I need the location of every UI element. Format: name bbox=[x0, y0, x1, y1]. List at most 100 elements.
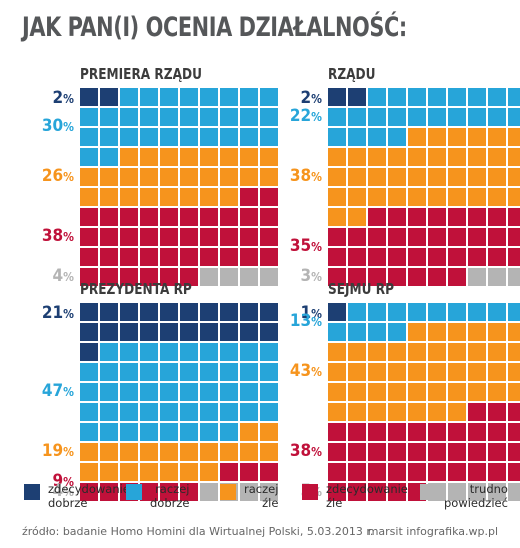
waffle-cell bbox=[240, 303, 258, 321]
waffle-cell bbox=[160, 383, 178, 401]
waffle-cell bbox=[140, 268, 158, 286]
waffle-cell bbox=[448, 343, 466, 361]
panel-premier: PREMIERA RZĄDU 2% 30% 26% 38% 4% bbox=[22, 65, 278, 286]
waffle-cell bbox=[488, 148, 506, 166]
waffle-cell bbox=[468, 323, 486, 341]
waffle-cell bbox=[100, 463, 118, 481]
waffle-cell bbox=[220, 403, 238, 421]
waffle-cell bbox=[368, 268, 386, 286]
percent-label: 38% bbox=[41, 226, 74, 246]
waffle-cell bbox=[220, 423, 238, 441]
waffle-cell bbox=[468, 168, 486, 186]
waffle-cell bbox=[200, 423, 218, 441]
waffle-cell bbox=[508, 423, 520, 441]
waffle-cell bbox=[140, 363, 158, 381]
waffle-cell bbox=[508, 483, 520, 501]
waffle-cell bbox=[160, 363, 178, 381]
waffle-cell bbox=[328, 463, 346, 481]
waffle-cell bbox=[368, 303, 386, 321]
waffle-cell bbox=[388, 363, 406, 381]
waffle-cell bbox=[220, 128, 238, 146]
legend: zdecydowanie dobrze raczej dobrze raczej źl… bbox=[0, 482, 520, 512]
waffle-cell bbox=[200, 323, 218, 341]
waffle-cell bbox=[160, 423, 178, 441]
waffle-cell bbox=[80, 188, 98, 206]
waffle-cell bbox=[388, 463, 406, 481]
waffle-cell bbox=[348, 303, 366, 321]
waffle-cell bbox=[408, 208, 426, 226]
percent-label: 26% bbox=[41, 166, 74, 186]
waffle-cell bbox=[488, 168, 506, 186]
waffle-cell bbox=[200, 383, 218, 401]
waffle-cell bbox=[508, 248, 520, 266]
waffle-cell bbox=[368, 248, 386, 266]
waffle-cell bbox=[468, 483, 486, 501]
waffle-cell bbox=[348, 268, 366, 286]
waffle-cell bbox=[468, 108, 486, 126]
waffle-cell bbox=[488, 228, 506, 246]
waffle-cell bbox=[80, 168, 98, 186]
waffle-cell bbox=[388, 383, 406, 401]
waffle-cell bbox=[240, 403, 258, 421]
waffle-cell bbox=[328, 363, 346, 381]
waffle-cell bbox=[508, 268, 520, 286]
percent-label: 4% bbox=[52, 481, 74, 501]
waffle-cell bbox=[200, 483, 218, 501]
waffle-cell bbox=[428, 363, 446, 381]
waffle-cell bbox=[180, 128, 198, 146]
waffle-cell bbox=[508, 148, 520, 166]
waffle-cell bbox=[348, 148, 366, 166]
percent-label: 19% bbox=[41, 441, 74, 461]
percent-label: 30% bbox=[41, 116, 74, 136]
waffle-cell bbox=[488, 128, 506, 146]
waffle-cell bbox=[140, 323, 158, 341]
percent-label: 2% bbox=[300, 88, 322, 108]
waffle-cell bbox=[388, 483, 406, 501]
waffle-cell bbox=[448, 168, 466, 186]
waffle-cell bbox=[388, 423, 406, 441]
waffle-cell bbox=[328, 343, 346, 361]
waffle-cell bbox=[448, 383, 466, 401]
waffle-cell bbox=[428, 168, 446, 186]
waffle-cell bbox=[140, 128, 158, 146]
waffle-cell bbox=[408, 363, 426, 381]
waffle-cell bbox=[260, 483, 278, 501]
waffle-cell bbox=[220, 383, 238, 401]
waffle-cell bbox=[160, 303, 178, 321]
waffle-cell bbox=[80, 343, 98, 361]
waffle-cell bbox=[428, 88, 446, 106]
waffle-cell bbox=[468, 88, 486, 106]
waffle-cell bbox=[220, 363, 238, 381]
waffle-cell bbox=[160, 208, 178, 226]
waffle-grid bbox=[328, 88, 520, 286]
waffle-cell bbox=[200, 248, 218, 266]
legend-label: raczej dobrze bbox=[150, 482, 190, 510]
waffle-cell bbox=[140, 208, 158, 226]
waffle-cell bbox=[488, 108, 506, 126]
waffle-cell bbox=[488, 88, 506, 106]
waffle-cell bbox=[140, 423, 158, 441]
waffle-cell bbox=[368, 423, 386, 441]
waffle-cell bbox=[388, 403, 406, 421]
waffle-cell bbox=[388, 228, 406, 246]
waffle-cell bbox=[180, 403, 198, 421]
waffle-cell bbox=[120, 228, 138, 246]
waffle-cell bbox=[408, 323, 426, 341]
waffle-cell bbox=[120, 248, 138, 266]
percent-label: 2% bbox=[52, 88, 74, 108]
percent-label: 13% bbox=[289, 311, 322, 331]
waffle-cell bbox=[388, 248, 406, 266]
waffle-cell bbox=[260, 148, 278, 166]
waffle-cell bbox=[428, 208, 446, 226]
waffle-cell bbox=[240, 168, 258, 186]
waffle-cell bbox=[488, 303, 506, 321]
waffle-cell bbox=[468, 343, 486, 361]
waffle-cell bbox=[388, 108, 406, 126]
waffle-cell bbox=[428, 268, 446, 286]
waffle-cell bbox=[80, 248, 98, 266]
waffle-cell bbox=[428, 248, 446, 266]
waffle-cell bbox=[468, 363, 486, 381]
waffle-cell bbox=[508, 208, 520, 226]
waffle-cell bbox=[120, 208, 138, 226]
waffle-cell bbox=[240, 443, 258, 461]
